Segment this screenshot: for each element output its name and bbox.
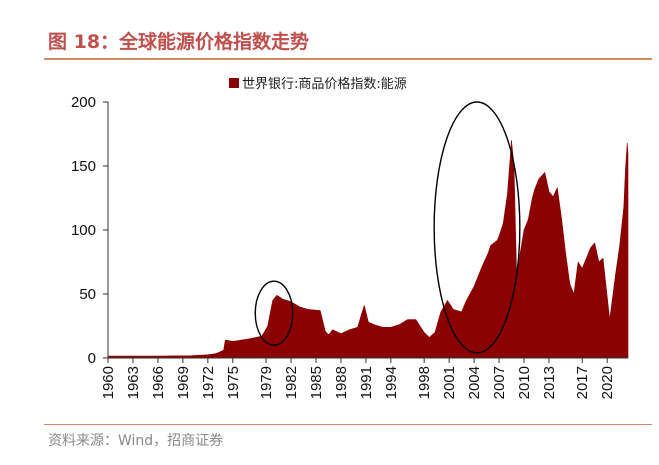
y-tick-label: 200: [71, 94, 96, 111]
annotations: [254, 101, 521, 354]
title-rule: [44, 58, 652, 60]
y-tick-label: 150: [71, 158, 96, 175]
y-tick-label: 0: [88, 350, 96, 367]
series-area: [107, 140, 629, 359]
x-tick-label: 2017: [574, 366, 591, 399]
x-tick-label: 1963: [125, 366, 142, 399]
x-tick-label: 2013: [541, 366, 558, 399]
x-tick-label: 1994: [383, 366, 400, 399]
legend-label: 世界银行:商品价格指数:能源: [242, 76, 407, 92]
legend: 世界银行:商品价格指数:能源: [229, 76, 407, 92]
x-tick-label: 2020: [599, 366, 616, 399]
x-tick-label: 1979: [258, 366, 275, 399]
x-tick-label: 1991: [358, 366, 375, 399]
x-tick-label: 1969: [175, 366, 192, 399]
y-axis: 0 50 100 150 200: [71, 94, 109, 367]
highlight-ellipse: [433, 101, 521, 354]
y-tick-label: 100: [71, 222, 96, 239]
highlight-ellipse: [254, 280, 294, 346]
y-tick-label: 50: [79, 286, 96, 303]
x-tick-label: 1975: [225, 366, 242, 399]
x-tick-label: 1985: [308, 366, 325, 399]
x-tick-label: 1988: [333, 366, 350, 399]
source-note: 资料来源：Wind，招商证券: [48, 433, 224, 449]
x-tick-label: 2001: [441, 366, 458, 399]
x-axis: 1960 1963 1966 1969 1972 1975 1979 1982 1985 1988…: [100, 357, 628, 399]
x-tick-label: 2010: [516, 366, 533, 399]
x-tick-label: 1966: [150, 366, 167, 399]
x-tick-label: 1960: [100, 366, 117, 399]
x-tick-label: 1972: [200, 366, 217, 399]
x-tick-label: 1982: [283, 366, 300, 399]
plot-area: [107, 140, 629, 359]
chart-title: 图 18：全球能源价格指数走势: [48, 31, 310, 53]
source-rule: [44, 424, 652, 425]
x-tick-label: 1998: [416, 366, 433, 399]
x-tick-label: 2004: [466, 366, 483, 399]
legend-swatch: [229, 78, 239, 88]
x-tick-label: 2007: [491, 366, 508, 399]
